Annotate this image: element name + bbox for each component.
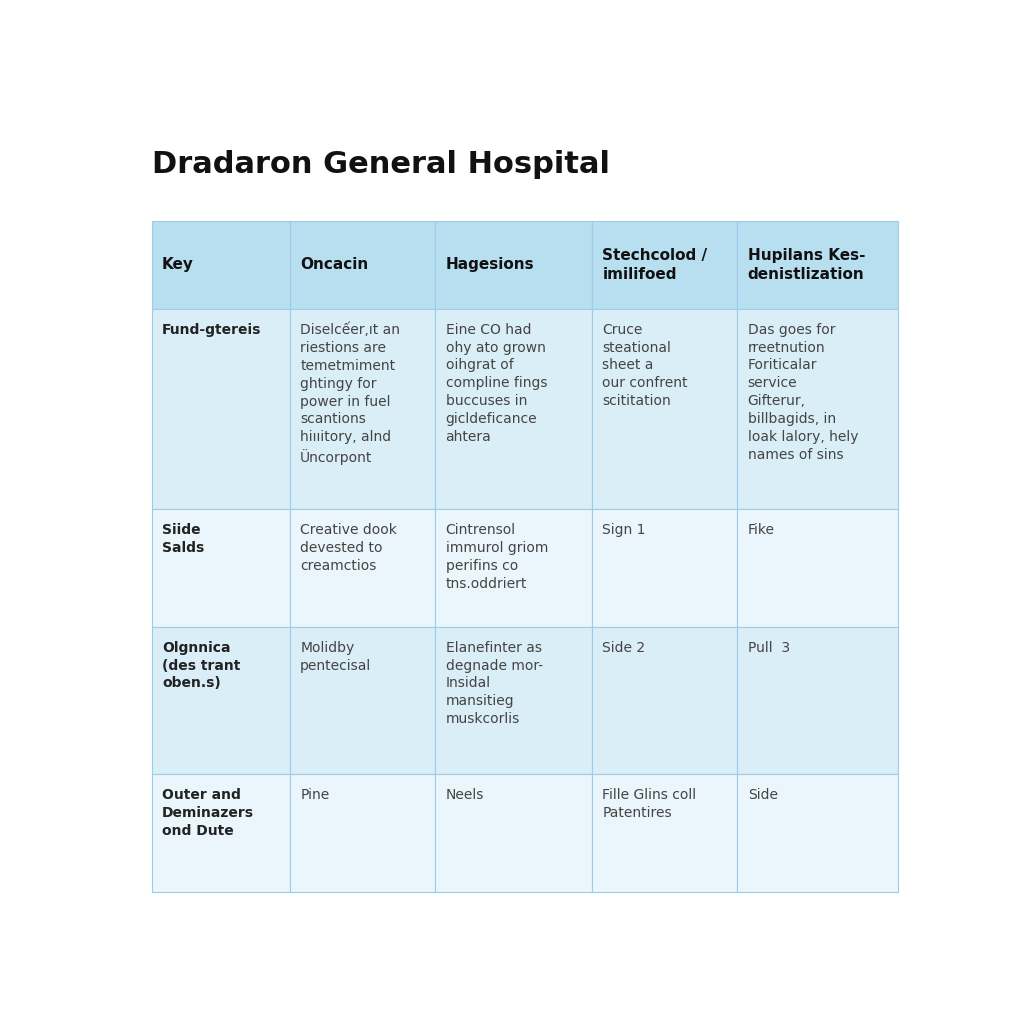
Text: Dradaron General Hospital: Dradaron General Hospital [152,151,610,179]
Text: Fille Glins coll
Patentires: Fille Glins coll Patentires [602,788,696,820]
Text: Side 2: Side 2 [602,641,645,654]
Text: Eine CO had
ohy ato grown
oihgrat of
compline fings
buccuses in
gicldeficance
ah: Eine CO had ohy ato grown oihgrat of com… [445,323,547,443]
Text: Sign 1: Sign 1 [602,523,646,538]
Text: Molidby
pentecisal: Molidby pentecisal [300,641,372,673]
Bar [152,627,290,774]
Bar [592,221,737,308]
Text: Outer and
Deminazers
ond Dute: Outer and Deminazers ond Dute [162,788,254,839]
Text: Olgnnica
(des trant
oben.s): Olgnnica (des trant oben.s) [162,641,241,690]
Text: Elanefinter as
degnade mor-
Insidal
mansitieg
muskcorlis: Elanefinter as degnade mor- Insidal mans… [445,641,543,726]
Bar [152,774,290,892]
Text: Creative dook
devested to
creamctios: Creative dook devested to creamctios [300,523,397,573]
Text: Das goes for
rreetnution
Foriticalar
service
Gifterur,
billbagids, in
loak lalor: Das goes for rreetnution Foriticalar ser… [748,323,858,462]
Text: Pull  3: Pull 3 [748,641,790,654]
Text: Pine: Pine [300,788,330,803]
Text: Hupilans Kes-
denistlization: Hupilans Kes- denistlization [748,248,865,282]
Text: Siide
Salds: Siide Salds [162,523,205,555]
Text: Hagesions: Hagesions [445,257,535,272]
Text: Stechcolod /
imilifoed: Stechcolod / imilifoed [602,248,708,282]
Bar [435,221,592,308]
Bar [737,774,898,892]
Bar [435,509,592,627]
Bar [737,221,898,308]
Text: Cintrensol
immurol griom
perifins co
tns.oddriert: Cintrensol immurol griom perifins co tns… [445,523,548,591]
Bar [737,308,898,509]
Bar [290,509,435,627]
Bar [435,774,592,892]
Bar [152,509,290,627]
Bar [435,308,592,509]
Text: Cruce
steational
sheet a
our confrent
scititation: Cruce steational sheet a our confrent sc… [602,323,688,409]
Text: Oncacin: Oncacin [300,257,369,272]
Bar [592,774,737,892]
Text: Diselcếer,ıt an
riestions are
temetmiment
ghtingy for
power in fuel
scantions
hi: Diselcếer,ıt an riestions are temetmimen… [300,323,400,465]
Bar [592,308,737,509]
Bar [737,509,898,627]
Text: Key: Key [162,257,194,272]
Bar [592,627,737,774]
Bar [290,221,435,308]
Bar [290,627,435,774]
Text: Neels: Neels [445,788,484,803]
Bar [152,221,290,308]
Bar [435,627,592,774]
Bar [290,308,435,509]
Text: Fike: Fike [748,523,775,538]
Bar [592,509,737,627]
Bar [152,308,290,509]
Bar [737,627,898,774]
Text: Side: Side [748,788,777,803]
Bar [290,774,435,892]
Text: Fund-gtereis: Fund-gtereis [162,323,261,337]
